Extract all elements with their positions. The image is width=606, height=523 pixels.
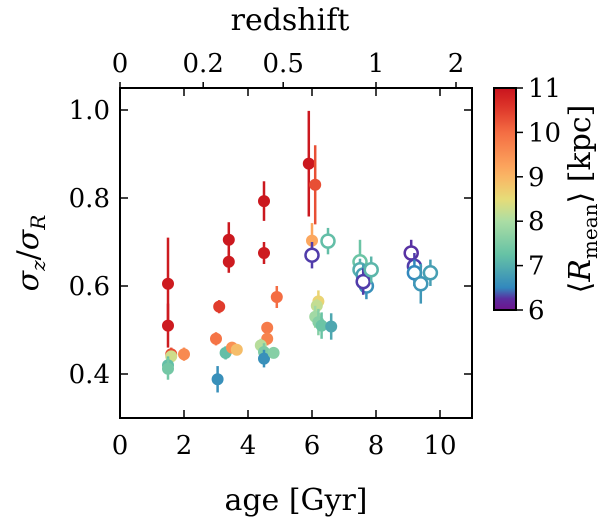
data-point xyxy=(230,343,243,356)
colorbar-tick-label: 6 xyxy=(528,296,545,326)
colorbar-tick-label: 9 xyxy=(528,163,545,193)
colorbar-tick-group: 6 7 8 9 10 11 xyxy=(516,74,561,326)
colorbar-tick-label: 8 xyxy=(528,207,545,237)
x-tick-label: 4 xyxy=(240,431,257,461)
data-point xyxy=(222,255,235,268)
top-tick-label: 2 xyxy=(448,49,465,79)
x-tick-label: 8 xyxy=(368,431,385,461)
top-tick-label: 0.5 xyxy=(263,49,304,79)
y-tick-group: 0.4 0.6 0.8 1.0 xyxy=(69,96,472,390)
y-tick-label: 0.8 xyxy=(69,184,110,214)
y-label-sigma-den: σ xyxy=(11,228,46,250)
top-tick-label: 1 xyxy=(368,49,385,79)
x-tick-label: 6 xyxy=(304,431,321,461)
x-tick-label: 0 xyxy=(112,431,129,461)
colorbar-tick-label: 11 xyxy=(528,74,561,104)
x-axis-label: age [Gyr] xyxy=(224,483,367,518)
colorbar-gradient xyxy=(493,87,517,311)
data-point-open xyxy=(363,261,379,278)
data-point-open xyxy=(304,247,320,263)
data-point xyxy=(302,157,315,170)
data-point xyxy=(178,348,190,361)
colorbar-tick-label: 7 xyxy=(528,252,545,282)
cbar-label-close: ⟩ [kpc] xyxy=(563,105,598,204)
plot-frame xyxy=(119,87,473,419)
data-point-open xyxy=(355,273,371,290)
top-tick-group: 0 0.2 0.5 1 2 xyxy=(112,49,465,88)
y-label-slash: / xyxy=(11,249,46,260)
top-axis-label: redshift xyxy=(231,3,350,38)
colorbar-label: ⟨Rmean⟩ [kpc] xyxy=(563,105,602,294)
data-point-open xyxy=(422,265,439,281)
data-point xyxy=(258,352,270,365)
data-point-open xyxy=(320,233,336,249)
cbar-label-sub: mean xyxy=(578,203,602,259)
y-axis-label-group: σz/σR xyxy=(11,215,50,292)
top-tick-label: 0 xyxy=(112,49,129,79)
data-point xyxy=(258,247,270,259)
y-label-sub-num: z xyxy=(26,260,50,272)
data-point xyxy=(162,319,174,332)
colorbar-label-group: ⟨Rmean⟩ [kpc] xyxy=(563,105,602,294)
data-point xyxy=(310,299,323,312)
y-axis-label: σz/σR xyxy=(11,215,50,292)
data-point xyxy=(210,332,222,345)
cbar-label-R: R xyxy=(563,259,598,283)
y-label-sigma-num: σ xyxy=(11,269,46,291)
y-tick-label: 0.6 xyxy=(69,272,110,302)
data-point xyxy=(267,346,280,359)
colorbar-tick-label: 10 xyxy=(528,118,561,148)
y-label-sub-den: R xyxy=(26,215,50,231)
colorbar: 6 7 8 9 10 11 xyxy=(493,74,561,326)
plot-area: 0 2 4 6 8 10 0.4 0.6 0.8 1.0 xyxy=(69,87,473,461)
y-tick-label: 1.0 xyxy=(69,96,110,126)
data-point xyxy=(222,233,235,246)
data-point xyxy=(211,373,224,386)
data-point xyxy=(258,195,270,208)
data-point xyxy=(309,178,322,191)
data-point xyxy=(325,320,338,333)
data-point xyxy=(213,300,226,313)
data-point xyxy=(162,277,174,290)
y-tick-label: 0.4 xyxy=(69,360,110,390)
top-tick-label: 0.2 xyxy=(183,49,224,79)
data-point xyxy=(162,362,174,375)
points-group xyxy=(162,110,439,393)
cbar-label-open: ⟨ xyxy=(563,282,598,294)
x-tick-label: 2 xyxy=(176,431,193,461)
data-point-open xyxy=(413,276,429,292)
data-point-open xyxy=(403,245,419,261)
x-tick-label: 10 xyxy=(423,431,456,461)
data-point xyxy=(261,321,274,334)
data-point xyxy=(270,291,283,303)
x-tick-group: 0 2 4 6 8 10 xyxy=(112,88,457,461)
